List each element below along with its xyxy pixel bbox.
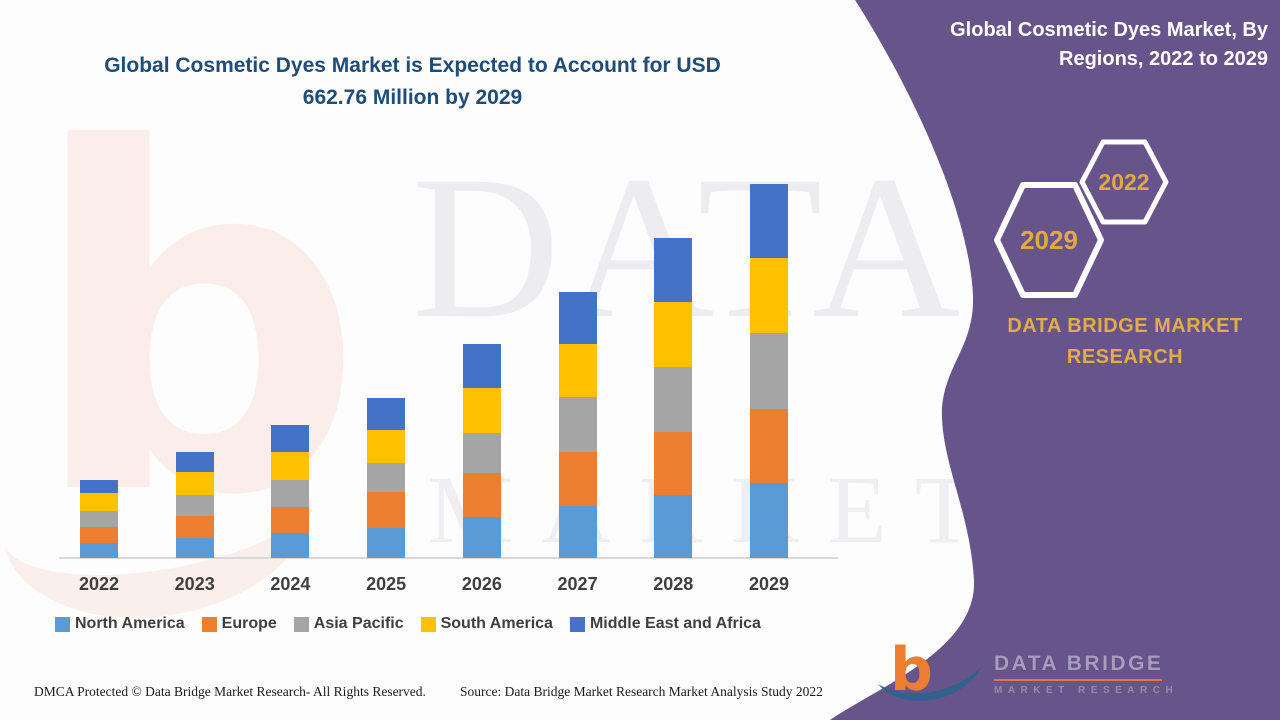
bar-segment — [367, 462, 406, 492]
bar-segment — [271, 452, 310, 480]
hexagon-2022: 2022 — [1079, 139, 1169, 225]
hexagon-2022-label: 2022 — [1098, 169, 1149, 195]
chart-title: Global Cosmetic Dyes Market is Expected … — [40, 50, 785, 114]
hexagon-2029-label: 2029 — [1020, 225, 1078, 255]
x-axis-label: 2022 — [78, 574, 120, 594]
logo-divider — [994, 679, 1162, 681]
bar-segment — [80, 479, 118, 493]
bar-column-2029 — [749, 184, 788, 558]
chart-title-line1: Global Cosmetic Dyes Market is Expected … — [104, 54, 721, 77]
year-hexagons: 2022 2029 — [994, 139, 1169, 298]
x-axis-label: 2025 — [366, 574, 407, 594]
bar-segment — [80, 492, 118, 511]
bar-segment — [654, 494, 693, 558]
bar-segment — [558, 396, 597, 452]
bar-column-2028 — [654, 238, 693, 558]
bar-segment — [367, 429, 406, 463]
bar-segment — [654, 238, 693, 303]
legend-item: Middle East and Africa — [569, 615, 761, 633]
bar-column-2024 — [271, 425, 310, 558]
bar-segment — [558, 292, 597, 344]
stacked-bar-chart: 2022 2023 2024 2025 2026 2027 2028 2029 — [59, 184, 838, 594]
bar-segment — [462, 343, 501, 388]
hexagon-2029: 2029 — [994, 182, 1104, 298]
bar-segment — [462, 472, 501, 517]
x-axis-label: 2023 — [174, 574, 215, 594]
bar-segment — [175, 495, 214, 516]
x-axis-label: 2026 — [461, 574, 502, 594]
bar-segment — [749, 332, 788, 409]
databridge-logo: b DATA BRIDGE MARKET RESEARCH — [876, 634, 1178, 708]
bar-column-2022 — [80, 479, 118, 558]
legend-label: Middle East and Africa — [589, 615, 761, 632]
legend-swatch — [293, 616, 309, 632]
panel-brand-line1: DATA BRIDGE MARKET — [1007, 315, 1243, 337]
source-note: Source: Data Bridge Market Research Mark… — [460, 684, 823, 699]
bar-segment — [654, 302, 693, 368]
bar-segment — [749, 184, 788, 258]
bar-segment — [175, 515, 214, 538]
x-axis-label: 2028 — [653, 574, 694, 594]
legend-swatch — [201, 616, 217, 632]
panel-title: Global Cosmetic Dyes Market, By Regions,… — [880, 16, 1268, 74]
bar-segment — [654, 432, 693, 495]
legend-swatch — [55, 616, 70, 632]
bar-segment — [558, 452, 597, 506]
legend-item: North America — [55, 615, 185, 633]
bar-segment — [175, 471, 214, 495]
bar-segment — [271, 480, 310, 507]
legend-swatch — [569, 616, 585, 632]
bar-segment — [654, 367, 693, 433]
bar-segment — [80, 526, 118, 543]
legend-item: Europe — [201, 615, 277, 633]
bar-segment — [80, 510, 118, 527]
x-axis-label: 2024 — [270, 574, 311, 594]
logo-name: DATA BRIDGE — [994, 652, 1164, 675]
bar-column-2025 — [367, 397, 406, 558]
panel-title-line2: Regions, 2022 to 2029 — [1059, 48, 1268, 70]
chart-title-line2: 662.76 Million by 2029 — [302, 86, 523, 109]
legend-swatch — [420, 616, 436, 632]
bar-segment — [367, 527, 406, 558]
bar-column-2023 — [175, 452, 214, 558]
bar-segment — [271, 532, 310, 558]
bar-segment — [271, 425, 310, 453]
bar-column-2027 — [558, 292, 597, 558]
legend-label: Asia Pacific — [313, 615, 404, 632]
bar-segment — [558, 344, 597, 397]
bar-segment — [175, 537, 214, 558]
bar-segment — [462, 387, 501, 433]
chart-legend: North America Europe Asia Pacific South Ame… — [55, 615, 761, 633]
bar-segment — [367, 491, 406, 528]
bar-segment — [462, 516, 501, 558]
panel-title-line1: Global Cosmetic Dyes Market, By — [950, 19, 1268, 41]
legend-label: South America — [440, 615, 553, 632]
bar-segment — [749, 257, 788, 333]
x-axis-line — [59, 557, 838, 559]
legend-item: South America — [420, 615, 553, 633]
panel-brand-name: DATA BRIDGE MARKET RESEARCH — [955, 311, 1280, 373]
x-axis-label: 2029 — [748, 574, 789, 594]
legend-label: Europe — [221, 615, 277, 632]
bar-segment — [462, 432, 501, 473]
bar-segment — [749, 408, 788, 483]
bar-segment — [749, 482, 788, 558]
bar-segment — [271, 506, 310, 533]
legend-label: North America — [75, 615, 185, 632]
bar-segment — [558, 506, 597, 558]
bar-segment — [367, 397, 406, 430]
bar-segment — [175, 452, 214, 472]
bar-segment — [80, 542, 118, 558]
databridge-logo-mark: b — [878, 635, 982, 705]
panel-brand-line2: RESEARCH — [1066, 346, 1184, 368]
bar-column-2026 — [462, 343, 501, 558]
dmca-notice: DMCA Protected © Data Bridge Market Rese… — [34, 684, 426, 699]
legend-item: Asia Pacific — [293, 615, 404, 633]
logo-subtitle: MARKET RESEARCH — [994, 685, 1179, 696]
x-axis-label: 2027 — [557, 574, 598, 594]
